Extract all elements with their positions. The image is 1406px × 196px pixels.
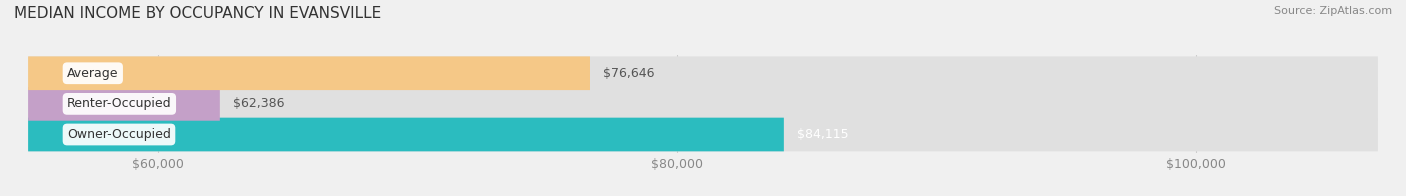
FancyBboxPatch shape — [28, 87, 219, 121]
Text: MEDIAN INCOME BY OCCUPANCY IN EVANSVILLE: MEDIAN INCOME BY OCCUPANCY IN EVANSVILLE — [14, 6, 381, 21]
Text: Owner-Occupied: Owner-Occupied — [67, 128, 172, 141]
Text: Average: Average — [67, 67, 118, 80]
Text: $76,646: $76,646 — [603, 67, 654, 80]
Text: Renter-Occupied: Renter-Occupied — [67, 97, 172, 110]
Text: Source: ZipAtlas.com: Source: ZipAtlas.com — [1274, 6, 1392, 16]
Text: $62,386: $62,386 — [233, 97, 284, 110]
FancyBboxPatch shape — [28, 118, 1378, 151]
FancyBboxPatch shape — [28, 56, 1378, 90]
FancyBboxPatch shape — [28, 56, 591, 90]
FancyBboxPatch shape — [28, 118, 785, 151]
Text: $84,115: $84,115 — [797, 128, 848, 141]
FancyBboxPatch shape — [28, 87, 1378, 121]
